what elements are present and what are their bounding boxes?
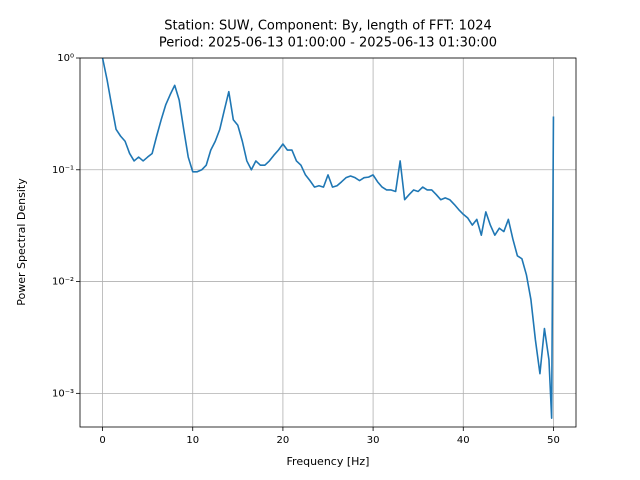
y-tick-label: 10⁰	[57, 53, 74, 64]
x-tick-label: 40	[457, 435, 470, 446]
chart-subtitle: Period: 2025-06-13 01:00:00 - 2025-06-13…	[159, 36, 497, 51]
x-tick-label: 0	[99, 435, 105, 446]
chart-title: Station: SUW, Component: By, length of F…	[164, 19, 492, 34]
y-tick-label: 10⁻³	[52, 388, 74, 399]
plot-area	[101, 58, 555, 419]
y-tick-label: 10⁻¹	[52, 165, 74, 176]
x-tick-label: 30	[367, 435, 380, 446]
data-line	[101, 58, 555, 419]
y-tick-label: 10⁻²	[52, 277, 74, 288]
axes-frame	[79, 57, 577, 428]
x-tick-label: 10	[186, 435, 199, 446]
x-axis-label: Frequency [Hz]	[287, 455, 370, 468]
x-tick-label: 50	[547, 435, 560, 446]
grid	[80, 57, 576, 427]
y-axis-label: Power Spectral Density	[15, 178, 28, 306]
x-tick-label: 20	[277, 435, 290, 446]
